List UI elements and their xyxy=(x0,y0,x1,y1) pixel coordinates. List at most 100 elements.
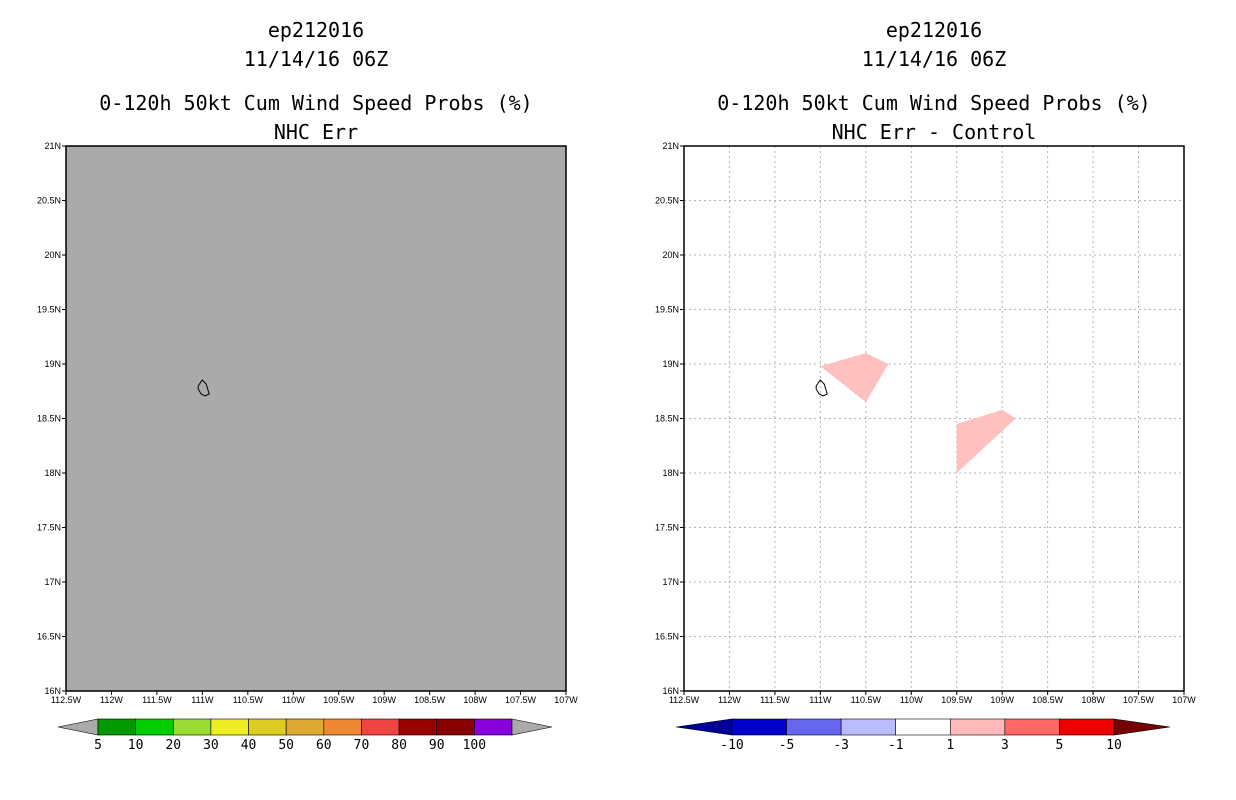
right-chart-title: 0-120h 50kt Cum Wind Speed Probs (%) xyxy=(717,91,1151,115)
x-tick-label: 111W xyxy=(809,695,832,705)
x-tick-label: 112W xyxy=(718,695,741,705)
colorbar-segment xyxy=(895,718,951,736)
panel-left: 112.5W 112W 111.5W 111W 110.5W 110W 109.5W 109W… xyxy=(37,141,578,753)
y-tick-label: 16N xyxy=(662,686,679,696)
colorbar-label: 3 xyxy=(1001,738,1009,753)
island-outline xyxy=(197,379,210,397)
y-tick-label: 19.5N xyxy=(655,305,679,315)
y-tick-label: 16N xyxy=(44,686,61,696)
y-tick-label: 18N xyxy=(44,468,61,478)
colorbar-segment xyxy=(172,718,212,736)
colorbar-segment xyxy=(210,718,249,736)
x-tick-label: 110.5W xyxy=(851,695,882,705)
left-chart-title: 0-120h 50kt Cum Wind Speed Probs (%) xyxy=(99,91,533,115)
x-tick-label: 109.5W xyxy=(323,695,355,705)
colorbar-label: 20 xyxy=(165,738,181,753)
plot-area xyxy=(66,146,566,691)
x-tick-label: 112.5W xyxy=(669,695,700,705)
y-tick-label: 17.5N xyxy=(655,523,679,533)
x-tick-label: 110.5W xyxy=(233,695,264,705)
island-outline xyxy=(815,379,828,397)
colorbar-segment xyxy=(436,718,475,736)
colorbar-label: 10 xyxy=(1106,738,1122,753)
x-tick-label: 109W xyxy=(990,695,1014,705)
colorbar-end-low xyxy=(57,718,99,736)
y-tick-label: 18.5N xyxy=(37,414,61,424)
colorbar-segment xyxy=(135,718,174,736)
colorbar-label: 100 xyxy=(463,738,486,753)
x-tick-label: 112W xyxy=(100,695,123,705)
x-tick-label: 107W xyxy=(554,695,578,705)
colorbar-label: 5 xyxy=(94,738,102,753)
colorbar-segment xyxy=(840,718,897,736)
x-tick-label: 110W xyxy=(900,695,923,705)
x-tick-label: 108.5W xyxy=(1032,695,1064,705)
colorbar-label: 30 xyxy=(203,738,219,753)
x-tick-label: 107.5W xyxy=(505,695,537,705)
y-tick-label: 19.5N xyxy=(37,305,61,315)
x-tick-label: 107W xyxy=(1172,695,1196,705)
left-storm-id: ep212016 xyxy=(267,18,365,42)
x-tick-label: 108W xyxy=(1081,695,1105,705)
x-tick-label: 108.5W xyxy=(414,695,446,705)
colorbar-end-low xyxy=(675,718,733,736)
left-chart-subtitle: NHC Err xyxy=(273,120,359,144)
panel-right: 112.5W 112W 111.5W 111W 110.5W 110W 109.5W 109W… xyxy=(655,141,1196,753)
y-tick-label: 20.5N xyxy=(37,196,61,206)
y-tick-label: 16.5N xyxy=(655,632,679,642)
colorbar-label: -10 xyxy=(720,738,743,753)
y-tick-label: 21N xyxy=(662,141,679,151)
y-tick-label: 17N xyxy=(662,577,679,587)
colorbar-label: 80 xyxy=(391,738,407,753)
y-tick-label: 19N xyxy=(44,359,61,369)
y-tick-label: 20N xyxy=(44,250,61,260)
colorbar-label: 60 xyxy=(316,738,332,753)
y-tick-label: 19N xyxy=(662,359,679,369)
colorbar-segment xyxy=(285,718,325,736)
colorbar-label: -5 xyxy=(779,738,795,753)
colorbar-label: 90 xyxy=(429,738,445,753)
x-tick-label: 109.5W xyxy=(941,695,973,705)
colorbar-label: 50 xyxy=(278,738,294,753)
y-tick-label: 20.5N xyxy=(655,196,679,206)
y-tick-label: 18.5N xyxy=(655,414,679,424)
y-tick-label: 21N xyxy=(44,141,61,151)
left-datetime: 11/14/16 06Z xyxy=(243,47,389,71)
colorbar-label: 10 xyxy=(128,738,144,753)
x-tick-label: 109W xyxy=(372,695,396,705)
x-tick-label: 110W xyxy=(282,695,305,705)
colorbar-segment xyxy=(1059,718,1115,736)
colorbar-segment xyxy=(731,718,787,736)
colorbar-segment xyxy=(97,718,136,736)
y-tick-label: 18N xyxy=(662,468,679,478)
colorbar-segment xyxy=(361,718,400,736)
colorbar: 5 10 20 30 40 50 60 70 80 90 100 xyxy=(57,718,553,753)
x-tick-label: 111.5W xyxy=(760,695,790,705)
right-datetime: 11/14/16 06Z xyxy=(861,47,1007,71)
y-tick-label: 16.5N xyxy=(37,632,61,642)
x-tick-label: 108W xyxy=(463,695,487,705)
x-tick-label: 107.5W xyxy=(1123,695,1155,705)
y-tick-label: 20N xyxy=(662,250,679,260)
colorbar-label: -3 xyxy=(833,738,849,753)
y-tick-label: 17N xyxy=(44,577,61,587)
right-storm-id: ep212016 xyxy=(885,18,983,42)
colorbar-end-high xyxy=(511,718,553,736)
y-tick-label: 17.5N xyxy=(37,523,61,533)
colorbar: -10 -5 -3 -1 1 3 5 10 xyxy=(675,718,1171,753)
colorbar-end-high xyxy=(1113,718,1171,736)
colorbar-label: 5 xyxy=(1056,738,1064,753)
x-tick-label: 111.5W xyxy=(142,695,172,705)
colorbar-segment xyxy=(323,718,362,736)
x-tick-label: 111W xyxy=(191,695,214,705)
colorbar-label: 70 xyxy=(354,738,370,753)
colorbar-segment xyxy=(398,718,438,736)
colorbar-segment xyxy=(474,718,513,736)
diff-region-2 xyxy=(956,409,1016,473)
colorbar-label: 1 xyxy=(946,738,954,753)
colorbar-segment xyxy=(786,718,842,736)
right-chart-subtitle: NHC Err - Control xyxy=(831,120,1037,144)
colorbar-segment xyxy=(949,718,1006,736)
colorbar-label: 40 xyxy=(241,738,257,753)
